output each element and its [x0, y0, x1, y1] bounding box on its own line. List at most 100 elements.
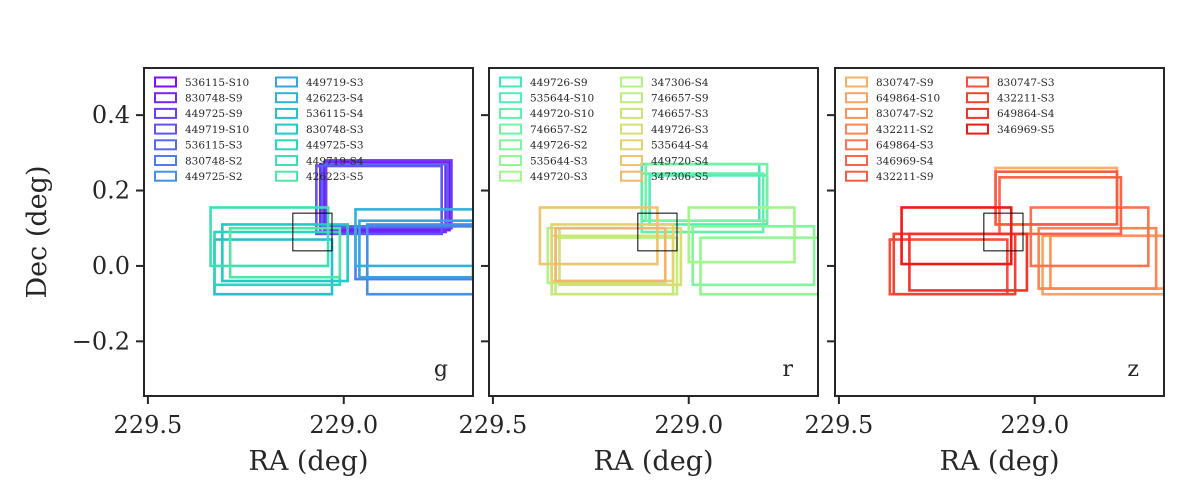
y-tick-label: −0.2	[72, 327, 130, 355]
ccd-footprint	[538, 206, 659, 266]
legend-label: 535644-S4	[651, 140, 709, 152]
legend-swatch	[275, 92, 298, 104]
legend-swatch	[275, 107, 298, 119]
legend-swatch	[966, 76, 989, 88]
ccd-footprint	[315, 164, 443, 236]
legend-label: 649864-S10	[876, 93, 940, 105]
legend-swatch	[499, 139, 522, 151]
footprints	[888, 166, 1164, 296]
y-tick-label: 0.0	[92, 252, 130, 280]
legend-swatch	[154, 155, 177, 166]
x-axis-label: RA (deg)	[248, 446, 368, 477]
legend-swatch	[275, 170, 298, 182]
legend-label: 830748-S9	[185, 93, 243, 105]
legend-swatch	[154, 107, 177, 119]
legend-label: 746657-S2	[530, 124, 588, 136]
legend-label: 535644-S3	[530, 155, 588, 167]
legend-swatch	[154, 170, 177, 182]
legend-swatch	[620, 123, 643, 135]
legend-swatch	[845, 123, 868, 135]
legend-swatch	[620, 155, 643, 166]
legend-swatch	[845, 155, 868, 166]
legend-swatch	[620, 76, 643, 88]
legend-swatch	[620, 107, 643, 119]
legend-swatch	[845, 107, 868, 119]
ccd-footprint	[1049, 234, 1164, 290]
legend-swatch	[845, 139, 868, 151]
legend: 449726-S9 535644-S10 449720-S10 746657-S2 44…	[499, 76, 709, 183]
footprints	[209, 159, 473, 296]
ccd-footprint	[640, 172, 765, 234]
ccd-footprint	[324, 159, 453, 230]
ccd-footprint	[644, 162, 769, 222]
legend-label: 347306-S5	[651, 171, 709, 183]
legend-swatch	[620, 92, 643, 104]
legend-swatch	[966, 107, 989, 119]
ccd-footprint	[994, 170, 1119, 226]
legend-swatch	[275, 123, 298, 135]
ccd-footprint	[908, 232, 1029, 292]
ccd-footprint	[998, 176, 1123, 236]
legend-label: 746657-S9	[651, 93, 709, 105]
legend-label: 830748-S3	[306, 124, 364, 136]
ccd-footprint	[221, 223, 349, 283]
legend-label: 649864-S3	[876, 140, 934, 152]
ccd-footprint	[354, 208, 473, 268]
legend-swatch	[845, 170, 868, 182]
band-label: r	[782, 357, 793, 382]
legend-label: 449719-S4	[306, 155, 364, 167]
axes-frame	[488, 67, 819, 397]
panels: 229.5 229.0 0.4 0.2 0.0 −0.2 RA (deg) g 536115-S…	[72, 67, 1165, 477]
band-label: g	[434, 357, 448, 382]
legend-label: 830747-S3	[997, 77, 1055, 89]
legend-label: 426223-S5	[306, 171, 364, 183]
legend-label: 746657-S3	[651, 108, 709, 120]
ccd-footprint	[888, 238, 1009, 296]
legend-label: 449725-S3	[306, 140, 364, 152]
legend-swatch	[620, 139, 643, 151]
panel-r: 229.5 229.0RA (deg)r449726-S9535644-S1044…	[459, 67, 819, 477]
legend-label: 830747-S2	[876, 108, 934, 120]
ccd-footprint	[691, 225, 816, 287]
ccd-footprint	[209, 206, 330, 268]
band-label: z	[1127, 357, 1139, 382]
legend-swatch	[154, 76, 177, 88]
x-axis-label: RA (deg)	[939, 446, 1059, 477]
legend-label: 536115-S10	[185, 77, 249, 89]
legend-swatch	[499, 170, 522, 182]
legend-swatch	[154, 123, 177, 135]
ccd-footprint	[554, 226, 667, 283]
ccd-footprint	[322, 160, 451, 232]
ccd-footprint	[1029, 206, 1150, 268]
legend-swatch	[845, 76, 868, 88]
legend: 536115-S10 830748-S9 449725-S9 449719-S10 53…	[154, 76, 364, 183]
legend-label: 449719-S10	[185, 124, 249, 136]
legend-swatch	[620, 170, 643, 182]
legend-label: 347306-S4	[651, 77, 709, 89]
legend-label: 449726-S2	[530, 140, 588, 152]
footprints	[538, 162, 818, 296]
legend-label: 536115-S4	[306, 108, 364, 120]
legend-label: 432211-S9	[876, 171, 934, 183]
legend-label: 449720-S10	[530, 108, 594, 120]
x-tick-label: 229.5	[805, 411, 874, 439]
axes-frame	[143, 67, 474, 397]
y-axis-label: Dec (deg)	[22, 166, 53, 299]
ccd-footprint	[1037, 226, 1158, 290]
legend-label: 426223-S4	[306, 93, 364, 105]
legend-label: 449726-S9	[530, 77, 588, 89]
panel-z: 229.5 229.0RA (deg)z830747-S9649864-S1083…	[805, 67, 1165, 477]
ccd-footprint	[699, 236, 818, 296]
x-tick-label: 229.5	[459, 411, 528, 439]
ccd-footprint	[900, 206, 1013, 266]
legend-label: 535644-S10	[530, 93, 594, 105]
legend-swatch	[275, 155, 298, 166]
legend-swatch	[154, 92, 177, 104]
x-axis-label: RA (deg)	[593, 446, 713, 477]
legend-swatch	[966, 92, 989, 104]
legend-swatch	[499, 92, 522, 104]
legend-label: 449725-S9	[185, 108, 243, 120]
legend-label: 432211-S2	[876, 124, 934, 136]
legend-label: 649864-S4	[997, 108, 1055, 120]
